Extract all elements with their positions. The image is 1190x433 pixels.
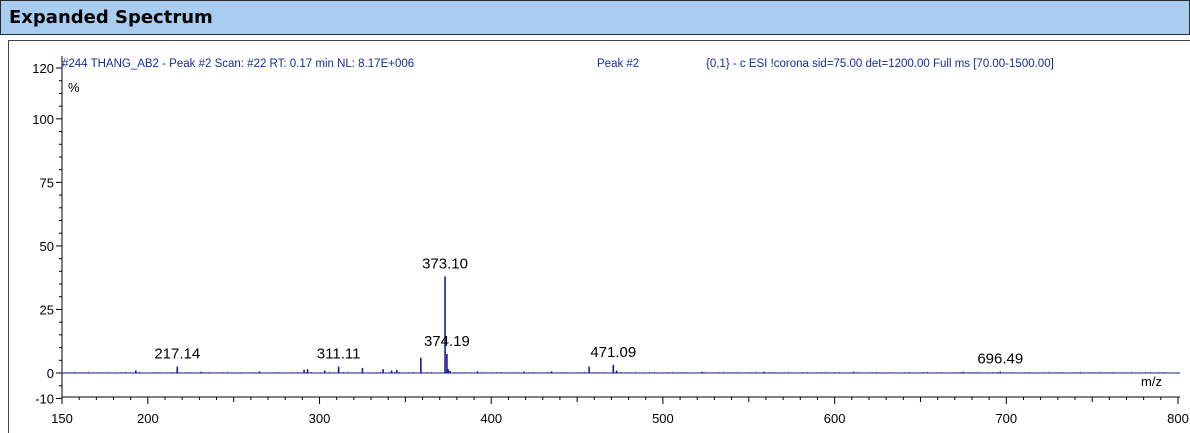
y-unit-label: % — [68, 80, 80, 95]
y-tick-label: 0 — [47, 366, 54, 381]
x-tick-label: 400 — [480, 411, 502, 426]
axes: -10 0 25 50 75 100 120 150 200 300 400 500 600 700 800 — [32, 56, 1189, 426]
y-tick-label: 75 — [40, 175, 54, 190]
x-tick-label: 700 — [995, 411, 1017, 426]
peak-label: 696.49 — [977, 350, 1023, 367]
peak-label: 373.10 — [422, 255, 468, 272]
peak-label: 217.14 — [154, 346, 200, 363]
chart-frame — [8, 40, 1190, 433]
x-unit-label: m/z — [1141, 374, 1162, 389]
x-tick-label: 600 — [824, 411, 846, 426]
peak-label: 311.11 — [317, 346, 361, 363]
x-tick-label: 200 — [137, 411, 159, 426]
peak-label: 374.19 — [424, 333, 470, 350]
y-tick-label: 25 — [40, 302, 54, 317]
x-tick-label: 150 — [51, 411, 73, 426]
x-tick-label: 300 — [309, 411, 331, 426]
peak-label: 471.09 — [590, 344, 636, 361]
peak-info: Peak #2 — [597, 58, 639, 70]
x-tick-label: 500 — [652, 411, 674, 426]
y-tick-label: 50 — [40, 239, 54, 254]
peak-marks: 373.10 374.19 217.14 311.11 471.09 696.49 — [65, 255, 1174, 373]
y-tick-label: -10 — [35, 391, 54, 406]
method-info: {0,1} - c ESI !corona sid=75.00 det=1200… — [706, 58, 1054, 70]
panel-title: Expanded Spectrum — [9, 7, 213, 28]
y-tick-label: 120 — [32, 61, 54, 76]
y-tick-label: 100 — [32, 112, 54, 127]
x-tick-label: 800 — [1167, 411, 1189, 426]
scan-info: #244 THANG_AB2 - Peak #2 Scan: #22 RT: 0… — [62, 58, 414, 70]
panel-header: Expanded Spectrum — [0, 0, 1190, 35]
